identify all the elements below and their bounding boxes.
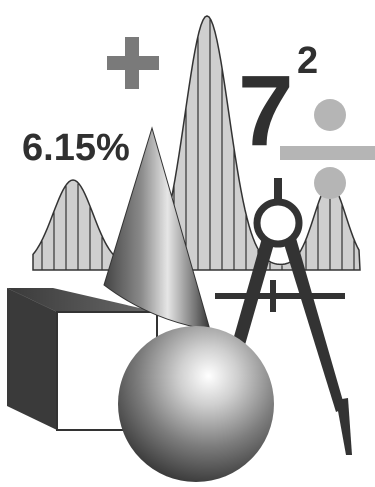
percent-label: 6.15% [22, 127, 130, 169]
compass-icon [215, 178, 352, 455]
sphere-icon [118, 326, 274, 482]
plus-icon [107, 37, 159, 89]
division-icon [280, 99, 375, 199]
bell-curve-shape [32, 15, 361, 271]
exponent: 2 [297, 40, 318, 82]
